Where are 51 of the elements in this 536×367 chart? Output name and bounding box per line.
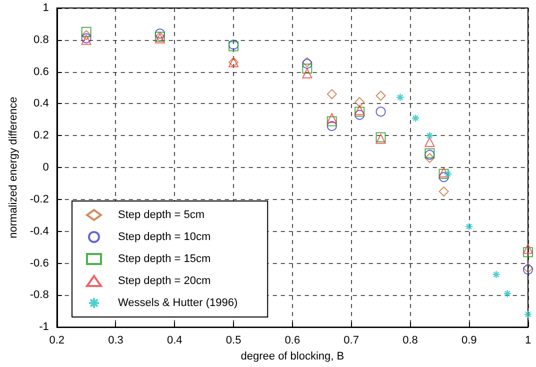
x-tick-label: 1: [524, 334, 532, 347]
point: [426, 132, 434, 140]
point: [465, 222, 474, 231]
y-tick-label: 0: [42, 162, 49, 174]
point: [492, 270, 500, 279]
point: [396, 93, 404, 102]
x-tick-label: 0.8: [402, 334, 418, 347]
point: [424, 137, 435, 148]
legend-label: Wessels & Hutter (1996): [118, 297, 238, 309]
point: [444, 170, 452, 178]
legend-label: Step depth = 15cm: [118, 253, 211, 265]
y-tick-label: -0.6: [30, 257, 49, 270]
point: [302, 64, 312, 74]
y-tick-label: -0.2: [30, 193, 49, 206]
x-tick-label: 0.6: [284, 334, 300, 347]
point: [411, 114, 420, 122]
x-axis-title: degree of blocking, B: [240, 350, 344, 362]
x-tick-label: 0.9: [461, 334, 477, 347]
y-tick-label: 0.2: [34, 130, 49, 142]
point: [326, 89, 337, 100]
point: [523, 244, 533, 254]
y-tick-label: -0.4: [30, 225, 49, 238]
y-tick-label: -0.8: [30, 289, 49, 302]
legend-label: Step depth = 10cm: [118, 231, 211, 243]
point: [354, 97, 365, 108]
x-tick-label: 0.7: [344, 334, 359, 347]
point: [81, 26, 92, 37]
point: [81, 30, 92, 40]
y-tick-label: 0.4: [34, 98, 49, 110]
point: [376, 90, 386, 101]
y-tick-label: 0.6: [34, 66, 49, 78]
point: [503, 289, 512, 298]
x-tick-label: 0.3: [108, 334, 124, 347]
y-tick-label: 1: [42, 2, 49, 14]
x-tick-label: 0.4: [166, 334, 182, 347]
x-tick-label: 0.5: [226, 334, 242, 347]
point: [326, 116, 337, 126]
point: [326, 121, 337, 132]
point: [524, 310, 532, 318]
point: [424, 152, 435, 163]
y-tick-label: -1: [39, 321, 49, 334]
legend-label: Step depth = 20cm: [118, 275, 211, 287]
point: [523, 247, 533, 258]
point: [154, 28, 165, 39]
y-axis-title: normalized energy difference: [8, 96, 20, 238]
y-tick-label: 0.8: [34, 34, 49, 46]
legend-label: Step depth = 5cm: [118, 209, 205, 221]
point: [438, 186, 449, 196]
point: [376, 106, 386, 117]
point: [302, 68, 312, 78]
point: [326, 113, 337, 124]
